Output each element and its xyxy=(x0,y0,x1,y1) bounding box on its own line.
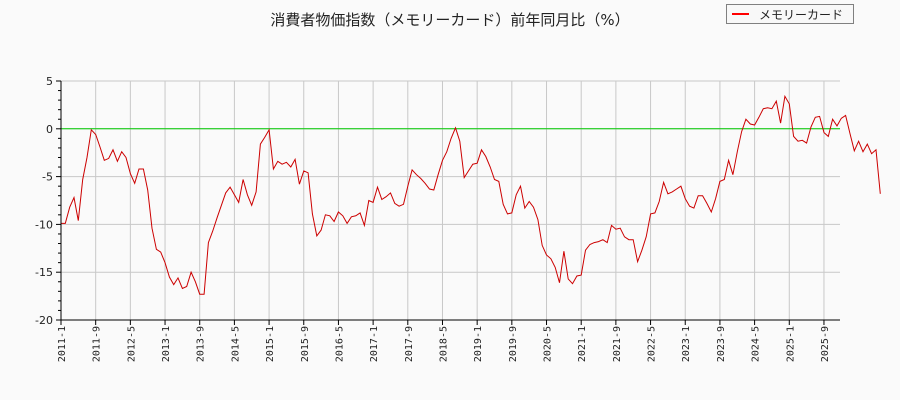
svg-text:2019-9: 2019-9 xyxy=(508,326,519,362)
svg-text:2021-1: 2021-1 xyxy=(577,326,588,362)
grid-lines xyxy=(60,80,840,321)
svg-text:-20: -20 xyxy=(35,314,53,327)
legend: メモリーカード xyxy=(726,4,854,24)
svg-text:2011-9: 2011-9 xyxy=(92,326,103,362)
axes xyxy=(60,81,840,321)
svg-text:5: 5 xyxy=(46,75,53,88)
chart-title: 消費者物価指数（メモリーカード）前年同月比（%） xyxy=(270,11,630,29)
svg-text:2014-5: 2014-5 xyxy=(230,326,241,362)
legend-line-swatch-icon xyxy=(732,13,749,15)
svg-text:0: 0 xyxy=(46,123,53,136)
svg-text:-10: -10 xyxy=(35,218,53,231)
svg-text:-15: -15 xyxy=(35,266,53,279)
svg-text:-5: -5 xyxy=(42,171,53,184)
series-line xyxy=(61,94,881,295)
svg-text:2016-5: 2016-5 xyxy=(334,326,345,362)
svg-text:2012-5: 2012-5 xyxy=(126,326,137,362)
svg-text:2018-5: 2018-5 xyxy=(438,326,449,362)
y-axis-ticks: 5 0 -5 -10 -15 -20 xyxy=(35,75,61,327)
svg-text:2024-5: 2024-5 xyxy=(751,326,762,362)
svg-text:2015-9: 2015-9 xyxy=(300,326,311,362)
svg-text:2013-1: 2013-1 xyxy=(161,326,172,362)
svg-text:2017-1: 2017-1 xyxy=(369,326,380,362)
svg-text:2015-1: 2015-1 xyxy=(265,326,276,362)
svg-text:2023-9: 2023-9 xyxy=(716,326,727,362)
svg-text:2019-1: 2019-1 xyxy=(473,326,484,362)
svg-text:2011-1: 2011-1 xyxy=(57,326,68,362)
svg-text:2023-1: 2023-1 xyxy=(681,326,692,362)
svg-text:2017-9: 2017-9 xyxy=(404,326,415,362)
svg-text:2025-1: 2025-1 xyxy=(785,326,796,362)
legend-label: メモリーカード xyxy=(759,7,844,22)
svg-text:2022-5: 2022-5 xyxy=(647,326,658,362)
svg-text:2020-5: 2020-5 xyxy=(543,326,554,362)
svg-text:2021-9: 2021-9 xyxy=(612,326,623,362)
svg-text:2025-9: 2025-9 xyxy=(820,326,831,362)
x-axis-ticks: 2011-1 2011-9 2012-5 2013-1 2013-9 2014-5 2015… xyxy=(57,320,831,362)
svg-text:2013-9: 2013-9 xyxy=(196,326,207,362)
